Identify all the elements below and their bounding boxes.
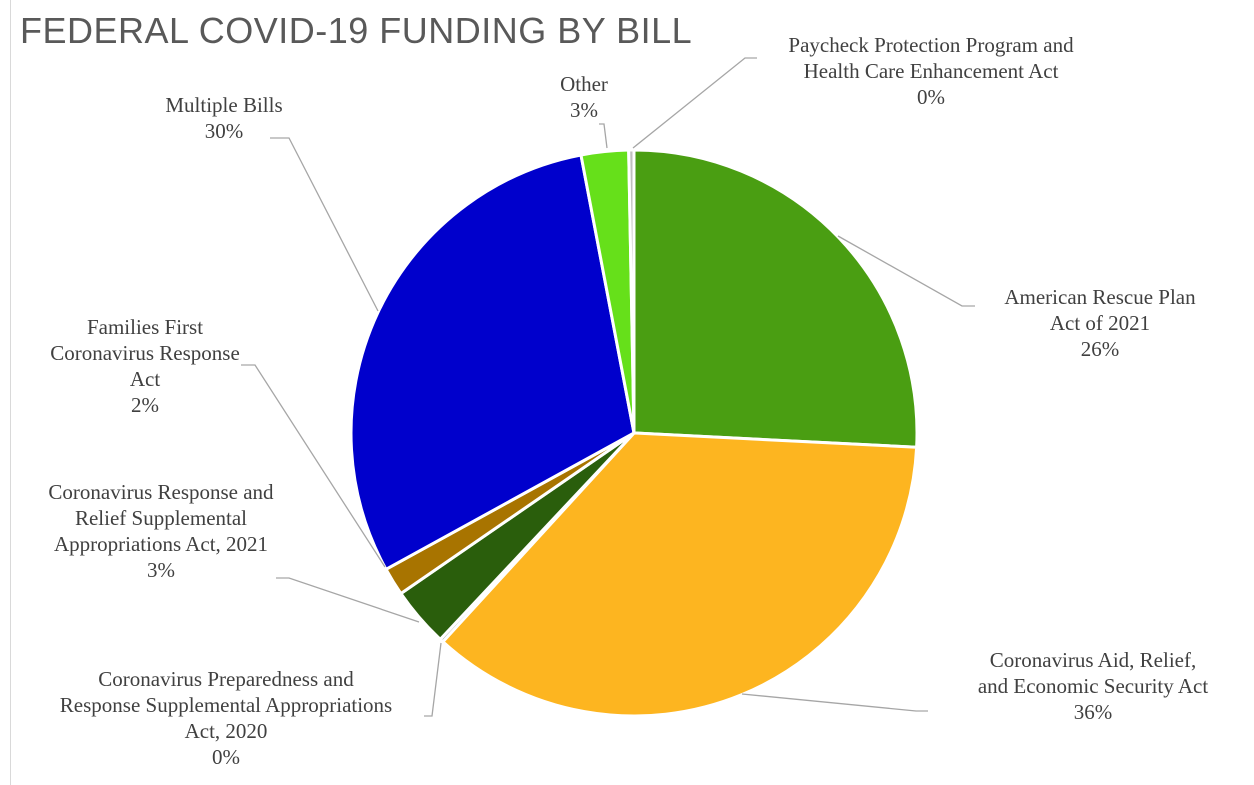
slice-label: Coronavirus Preparedness and Response Sup… <box>60 667 392 769</box>
leader-line <box>741 693 928 712</box>
slice-name-line: American Rescue Plan <box>1004 285 1196 309</box>
slice-name-line: Appropriations Act, 2021 <box>54 532 268 556</box>
slice-name-line: Families First <box>87 315 203 339</box>
leader-line <box>276 577 420 623</box>
pie-slice[interactable] <box>627 148 636 435</box>
slice-percent-label: 36% <box>1074 700 1113 724</box>
slice-labels: American Rescue Plan Act of 2021 26% Corona… <box>48 33 1208 769</box>
leader-line <box>632 57 757 149</box>
slice-name-line: Coronavirus Aid, Relief, <box>990 648 1196 672</box>
slice-label: Coronavirus Aid, Relief, and Economic Sec… <box>978 648 1209 724</box>
chart-frame <box>10 0 1254 785</box>
slice-name-line: Act, 2020 <box>185 719 268 743</box>
pie-slice[interactable] <box>441 431 919 718</box>
pie-slices <box>349 148 919 718</box>
slice-name-line: Response Supplemental Appropriations <box>60 693 392 717</box>
slice-name-line: and Economic Security Act <box>978 674 1209 698</box>
slice-name-line: Relief Supplemental <box>75 506 247 530</box>
slice-name-line: Coronavirus Response <box>50 341 240 365</box>
slice-label: Multiple Bills 30% <box>165 93 282 143</box>
slice-name-line: Multiple Bills <box>165 93 282 117</box>
pie-slice[interactable] <box>632 148 919 449</box>
slice-name-line: Coronavirus Preparedness and <box>98 667 354 691</box>
slice-percent-label: 3% <box>570 98 598 122</box>
slice-name-line: Paycheck Protection Program and <box>788 33 1074 57</box>
slice-percent-label: 0% <box>917 85 945 109</box>
pie-slice[interactable] <box>349 153 636 571</box>
slice-name-line: Health Care Enhancement Act <box>804 59 1059 83</box>
slice-label: American Rescue Plan Act of 2021 26% <box>1004 285 1196 361</box>
slice-name-line: Act <box>130 367 160 391</box>
slice-label: Coronavirus Response and Relief Supplemen… <box>48 480 274 582</box>
slice-label: Other 3% <box>560 72 608 122</box>
slice-label: Paycheck Protection Program and Health Ca… <box>788 33 1074 109</box>
leader-line <box>837 235 975 307</box>
leader-line <box>270 137 379 312</box>
chart-title: FEDERAL COVID-19 FUNDING BY BILL <box>20 10 693 51</box>
slice-percent-label: 3% <box>147 558 175 582</box>
slice-percent-label: 26% <box>1081 337 1120 361</box>
slice-percent-label: 30% <box>205 119 244 143</box>
leader-line <box>241 364 386 568</box>
slice-percent-label: 0% <box>212 745 240 769</box>
slice-name-line: Other <box>560 72 608 96</box>
leader-lines <box>241 57 975 717</box>
leader-line <box>424 642 442 717</box>
leader-line <box>599 123 608 149</box>
slice-label: Families First Coronavirus Response Act 2% <box>50 315 240 417</box>
slice-name-line: Coronavirus Response and <box>48 480 274 504</box>
slice-percent-label: 2% <box>131 393 159 417</box>
slice-name-line: Act of 2021 <box>1050 311 1150 335</box>
